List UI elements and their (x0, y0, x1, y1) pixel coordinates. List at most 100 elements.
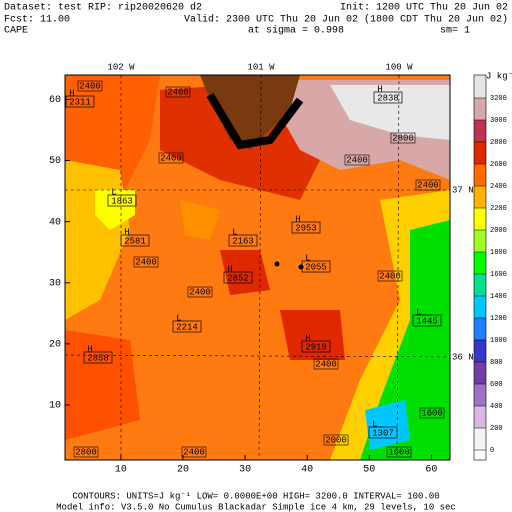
extremum-value: 2163 (232, 236, 254, 246)
extremum-symbol: H (124, 227, 129, 237)
y-tick-label: 10 (49, 401, 61, 412)
colorbar-band (474, 318, 486, 340)
colorbar-label: 2200 (490, 205, 507, 213)
dataset: Dataset: test RIP: rip20020620 d2 (4, 2, 202, 14)
y-tick-label: 50 (49, 156, 61, 167)
extremum-box (291, 221, 321, 234)
contour-label-box (377, 270, 403, 282)
extremum-box (120, 234, 150, 247)
colorbar-label: 2800 (490, 139, 507, 147)
colorbar-label: 3000 (490, 117, 507, 125)
extremum-box (301, 260, 331, 273)
extremum-box (301, 340, 331, 353)
level: at sigma = 0.998 (248, 25, 344, 37)
extremum-value: 1863 (111, 196, 133, 206)
colorbar-band (474, 164, 486, 186)
colorbar-label: 3200 (490, 95, 507, 103)
colorbar-label: 0 (490, 447, 494, 455)
contour-label: 2400 (167, 87, 189, 97)
contour-label-box (419, 407, 445, 419)
colorbar-label: 800 (490, 359, 503, 367)
colorbar-bottom (474, 450, 486, 460)
latitude-label: 37 N (452, 185, 474, 195)
colorbar-frame (473, 74, 487, 461)
longitude-label: 100 W (385, 62, 413, 72)
longitude-label: 102 W (107, 62, 135, 72)
extremum-symbol: H (87, 344, 92, 354)
valid-time: Valid: 2300 UTC Thu 20 Jun 02 (1800 CDT … (184, 14, 508, 26)
x-tick-label: 40 (301, 465, 313, 476)
extremum-box (172, 320, 202, 333)
colorbar-label: 1800 (490, 249, 507, 257)
extremum-value: 2953 (295, 223, 317, 233)
colorbar-label: 600 (490, 381, 503, 389)
x-tick-label: 60 (425, 465, 437, 476)
extremum-value: 2858 (87, 353, 109, 363)
contour-label: 2400 (417, 180, 439, 190)
extremum-value: 2852 (227, 273, 249, 283)
extremum-value: 2311 (69, 97, 91, 107)
x-tick-label: 50 (363, 465, 375, 476)
colorbar-label: 2000 (490, 227, 507, 235)
footer-model: Model info: V3.5.0 No Cumulus Blackadar … (56, 502, 456, 512)
longitude-label: 101 W (247, 62, 275, 72)
forecast-hour: Fcst: 11.00 (4, 15, 70, 26)
contour-label: 2400 (79, 81, 101, 91)
colorbar-band (474, 186, 486, 208)
colorbar-band (474, 296, 486, 318)
contour-label-box (165, 86, 191, 98)
colorbar-label: 200 (490, 425, 503, 433)
x-tick-label: 20 (177, 465, 189, 476)
contour-label: 2000 (325, 435, 347, 445)
contour-label-box (415, 179, 441, 191)
colorbar-band (474, 362, 486, 384)
contour-label-box (158, 152, 184, 164)
latitude-label: 36 N (452, 352, 474, 362)
extremum-symbol: L (305, 253, 310, 263)
contour-label-box (181, 446, 207, 458)
contour-label: 2400 (315, 359, 337, 369)
y-tick-label: 20 (49, 340, 61, 351)
contour-label-box (386, 446, 412, 458)
colorbar-band (474, 274, 486, 296)
y-tick-label: 60 (49, 95, 61, 106)
colorbar-label: 1600 (490, 271, 507, 279)
extremum-box (83, 351, 113, 364)
extremum-box (65, 95, 95, 108)
extremum-value: 2214 (176, 322, 198, 332)
contour-label-box (344, 154, 370, 166)
extremum-box (368, 426, 398, 439)
contour-label-box (390, 132, 416, 144)
extremum-value: 1307 (372, 428, 394, 438)
extremum-symbol: H (377, 84, 382, 94)
y-tick-label: 30 (49, 278, 61, 289)
contour-label-box (133, 256, 159, 268)
contour-label: 2400 (135, 257, 157, 267)
extremum-box (373, 91, 403, 104)
contour-label: 2400 (379, 271, 401, 281)
contour-label-box (77, 80, 103, 92)
contour-label: 1600 (421, 408, 443, 418)
contour-label-box (323, 434, 349, 446)
field-name: CAPE (4, 26, 28, 37)
contour-label: 2800 (392, 133, 414, 143)
colorbar-label: 1200 (490, 315, 507, 323)
x-tick-label: 10 (115, 465, 127, 476)
colorbar-label: 1400 (490, 293, 507, 301)
cape-field (65, 75, 450, 460)
extremum-symbol: L (372, 419, 377, 429)
contour-label-box (187, 286, 213, 298)
colorbar-units: J kg⁻¹ (486, 71, 512, 81)
plot-frame (64, 74, 451, 461)
extremum-value: 2919 (305, 342, 327, 352)
extremum-box (228, 234, 258, 247)
extremum-symbol: H (69, 88, 74, 98)
extremum-symbol: H (227, 264, 232, 274)
contour-label: 2800 (75, 447, 97, 457)
colorbar-band (474, 230, 486, 252)
extremum-symbol: H (295, 214, 300, 224)
colorbar-top (474, 75, 486, 98)
extremum-value: 2838 (377, 93, 399, 103)
contour-label: 2400 (183, 447, 205, 457)
